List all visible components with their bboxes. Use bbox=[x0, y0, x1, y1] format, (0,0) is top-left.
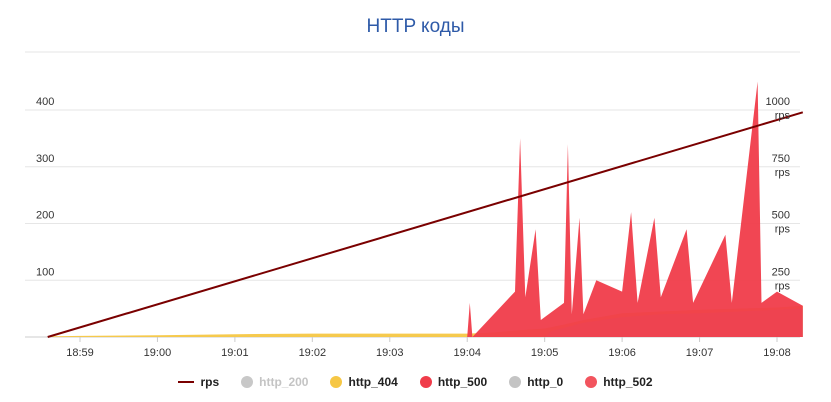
y-left-tick-label: 400 bbox=[36, 96, 54, 108]
x-tick-label: 19:03 bbox=[376, 347, 404, 359]
legend-swatch bbox=[330, 376, 343, 388]
series-lines bbox=[47, 111, 804, 338]
y-left-tick-label: 200 bbox=[36, 210, 54, 222]
legend-item-http-404[interactable]: http_404 bbox=[330, 375, 398, 389]
legend-label: rps bbox=[200, 375, 220, 389]
legend-swatch bbox=[585, 376, 598, 388]
legend-label: http_502 bbox=[603, 375, 653, 389]
legend-swatch bbox=[419, 376, 432, 388]
y-left-tick-label: 100 bbox=[36, 266, 54, 278]
x-tick-label: 18:59 bbox=[66, 347, 94, 359]
grid-lines bbox=[25, 51, 800, 338]
legend-swatch bbox=[241, 376, 254, 388]
legend-swatch bbox=[509, 376, 522, 388]
chart-title: HTTP коды bbox=[366, 16, 465, 37]
legend-item-http-200[interactable]: http_200 bbox=[241, 375, 308, 389]
y-left-tick-label: 300 bbox=[36, 153, 54, 165]
legend-item-rps[interactable]: rps bbox=[178, 375, 219, 389]
legend: rps http_200 http_404 http_500 http_0 http_50… bbox=[0, 372, 831, 392]
y-right-tick-label: 1000 rps bbox=[766, 96, 791, 122]
x-tick-label: 19:04 bbox=[453, 347, 481, 359]
axis-labels: 100 200 300 400 250 rps 500 rps 750 rps 1000 rps 18:… bbox=[36, 96, 791, 359]
legend-label: http_404 bbox=[348, 375, 398, 389]
x-tick-label: 19:01 bbox=[221, 347, 249, 359]
legend-item-http-500[interactable]: http_500 bbox=[419, 375, 488, 389]
y-right-tick-label: 500 rps bbox=[772, 210, 791, 236]
x-tick-label: 19:00 bbox=[144, 347, 172, 359]
legend-swatch bbox=[178, 381, 195, 383]
legend-label: http_500 bbox=[437, 375, 488, 389]
x-tick-label: 19:02 bbox=[299, 347, 327, 359]
x-tick-label: 19:05 bbox=[531, 347, 559, 359]
legend-item-http-0[interactable]: http_0 bbox=[509, 375, 563, 389]
line-rps bbox=[47, 111, 804, 338]
x-tick-label: 19:08 bbox=[763, 347, 791, 359]
y-right-tick-label: 250 rps bbox=[772, 266, 791, 292]
series-areas bbox=[47, 81, 803, 337]
area-http-500 bbox=[47, 81, 803, 337]
legend-item-http-502[interactable]: http_502 bbox=[585, 375, 653, 389]
legend-label: http_200 bbox=[259, 375, 309, 389]
legend-label: http_0 bbox=[527, 375, 564, 389]
x-tick-label: 19:07 bbox=[686, 347, 714, 359]
y-right-tick-label: 750 rps bbox=[772, 153, 791, 179]
x-tick-label: 19:06 bbox=[608, 347, 636, 359]
